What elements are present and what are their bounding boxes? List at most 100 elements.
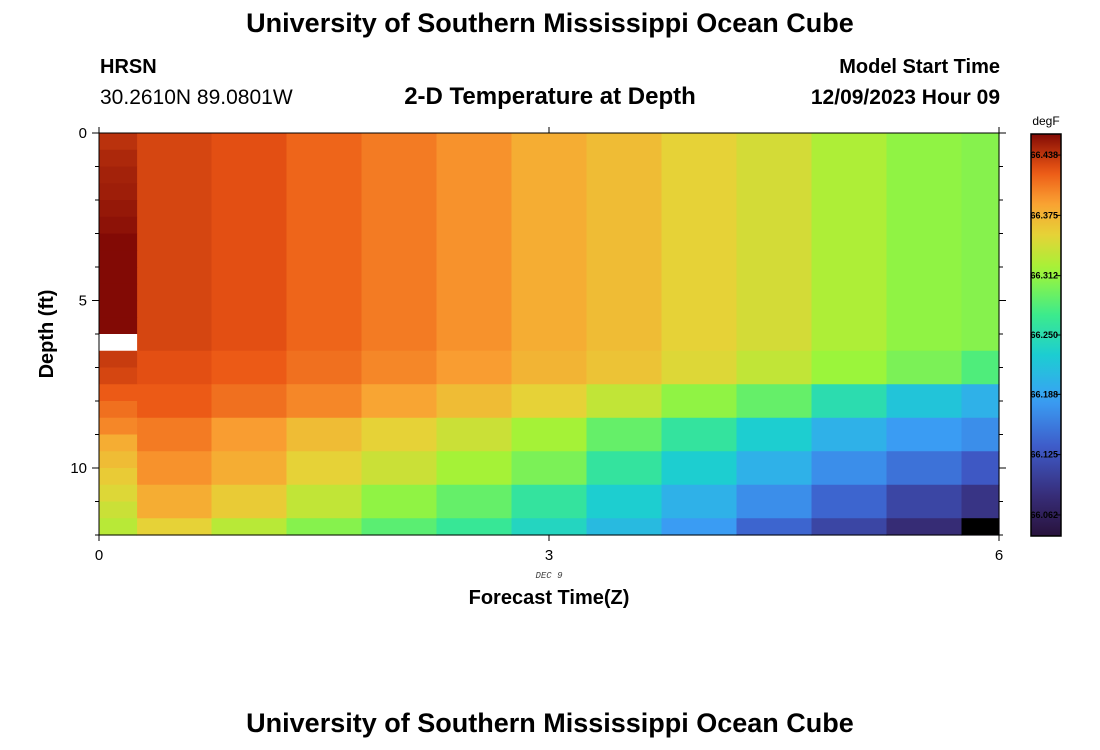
heatmap-cell [961, 417, 1000, 452]
heatmap-cell [99, 283, 138, 302]
heatmap-cell [99, 350, 138, 369]
heatmap-cell [286, 384, 363, 419]
heatmap-cell [361, 417, 438, 452]
heatmap-cell [586, 384, 663, 419]
heatmap-cell [436, 133, 513, 352]
heatmap-cell [586, 518, 663, 536]
heatmap-cell [361, 518, 438, 536]
heatmap-cell [886, 133, 963, 352]
station-name: HRSN [100, 56, 157, 78]
heatmap-cell [99, 166, 138, 184]
heatmap-cell [736, 350, 813, 385]
heatmap-cell [961, 350, 1000, 385]
heatmap-cell [661, 518, 738, 536]
heatmap-cell [811, 350, 888, 385]
heatmap-cell [961, 484, 1000, 519]
heatmap-cell [511, 384, 588, 419]
heatmap-cell [286, 350, 363, 385]
heatmap-cell [961, 384, 1000, 419]
heatmap-cell [361, 133, 438, 352]
y-axis-tick-label: 5 [79, 293, 87, 310]
footer-title: University of Southern Mississippi Ocean… [246, 708, 854, 738]
heatmap-cell [511, 484, 588, 519]
heatmap-cell [511, 451, 588, 486]
heatmap-cell [586, 451, 663, 486]
heatmap-cell [436, 484, 513, 519]
heatmap-cell [99, 250, 138, 268]
heatmap-cell [211, 417, 288, 452]
heatmap-cell [886, 484, 963, 519]
heatmap-cell [99, 501, 138, 519]
heatmap-cell [886, 451, 963, 486]
heatmap-cell [361, 350, 438, 385]
heatmap-cell [661, 451, 738, 486]
colorbar-tick-label: 66.312 [1030, 271, 1058, 281]
heatmap-cell [961, 451, 1000, 486]
heatmap-cell [736, 133, 813, 352]
heatmap-cell [586, 484, 663, 519]
colorbar-tick-label: 66.250 [1030, 330, 1058, 340]
heatmap-cell [286, 133, 363, 352]
heatmap-cell [99, 334, 138, 352]
heatmap-cell [99, 149, 138, 168]
heatmap-cell [811, 384, 888, 419]
x-axis-tick-label: 0 [95, 547, 103, 564]
heatmap-cell [886, 518, 963, 536]
heatmap-cell [99, 183, 138, 201]
colorbar-tick-label: 66.188 [1030, 389, 1058, 399]
heatmap-cell [511, 350, 588, 385]
colorbar-tick-label: 66.375 [1030, 210, 1058, 220]
x-axis-label: Forecast Time(Z) [469, 587, 630, 609]
colorbar: 66.438 66.375 66.312 66.250 66.188 66.125 66.0… [1030, 133, 1062, 537]
heatmap-cell [136, 417, 213, 452]
heatmap-cell [811, 451, 888, 486]
heatmap-cell [436, 451, 513, 486]
heatmap-cell [586, 133, 663, 352]
heatmap-cell [286, 451, 363, 486]
model-start-time: 12/09/2023 Hour 09 [810, 86, 1000, 109]
heatmap-cell [811, 484, 888, 519]
heatmap-cell [99, 300, 138, 318]
heatmap-cell [436, 518, 513, 536]
heatmap-cell [361, 384, 438, 419]
axes: 0 3 6 0 5 10 [70, 125, 1006, 564]
heatmap-cell [99, 317, 138, 335]
heatmap-cell [286, 484, 363, 519]
heatmap-cell [436, 384, 513, 419]
heatmap-cell [811, 518, 888, 536]
heatmap-cell [736, 451, 813, 486]
heatmap-cell [211, 384, 288, 419]
heatmap-cell [886, 350, 963, 385]
heatmap-cell [211, 350, 288, 385]
heatmap-cell [99, 451, 138, 469]
x-axis-tick-label: 3 [545, 547, 553, 564]
heatmap-cell [361, 484, 438, 519]
heatmap-cell [286, 518, 363, 536]
heatmap-cell [136, 484, 213, 519]
heatmap-cell [661, 133, 738, 352]
y-axis-tick-label: 10 [70, 460, 87, 477]
heatmap-cell [436, 417, 513, 452]
heatmap-cell [586, 417, 663, 452]
heatmap-cell [136, 384, 213, 419]
heatmap-cell [886, 384, 963, 419]
heatmap-cell [286, 417, 363, 452]
heatmap-cell [736, 384, 813, 419]
page-title: University of Southern Mississippi Ocean… [246, 8, 854, 38]
colorbar-unit: degF [1032, 114, 1059, 128]
colorbar-tick-label: 66.062 [1030, 510, 1058, 520]
heatmap-cell [211, 133, 288, 352]
heatmap-cell [811, 133, 888, 352]
heatmap-cell [211, 451, 288, 486]
y-axis-tick-label: 0 [79, 125, 87, 142]
heatmap-cell [211, 518, 288, 536]
heatmap-cell [586, 350, 663, 385]
heatmap-cell [99, 518, 138, 536]
heatmap-cell [99, 267, 138, 285]
heatmap-cell [661, 384, 738, 419]
x-axis-tick-label: 6 [995, 547, 1003, 564]
heatmap-cell [961, 518, 999, 535]
colorbar-tick-label: 66.125 [1030, 450, 1058, 460]
heatmap-cell [136, 518, 213, 536]
chart-subtitle: 2-D Temperature at Depth [404, 83, 696, 110]
